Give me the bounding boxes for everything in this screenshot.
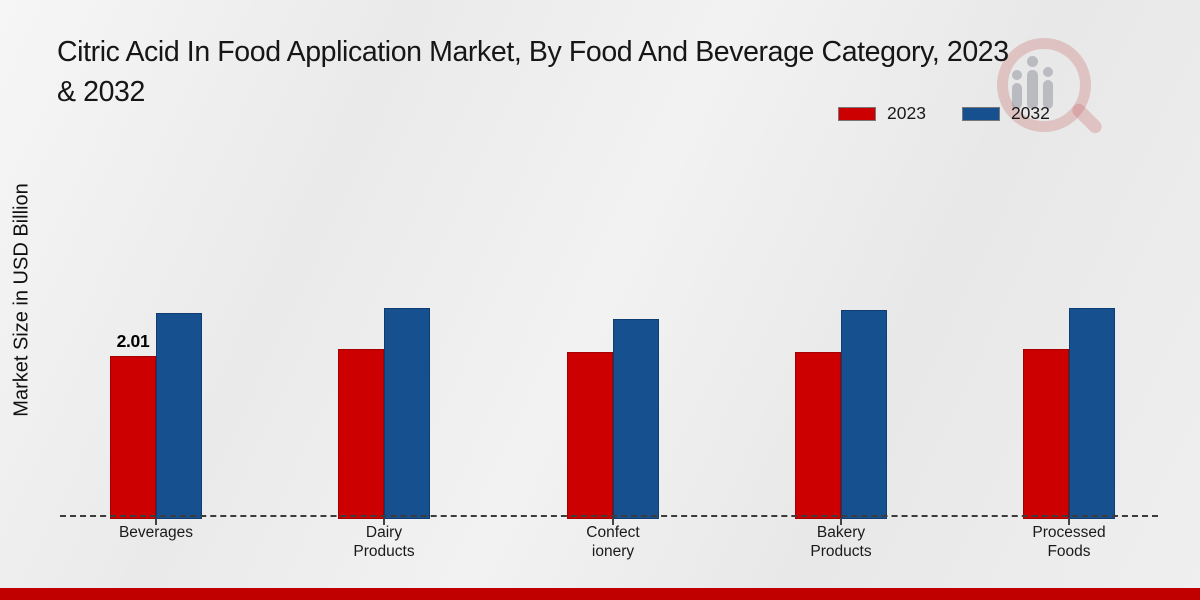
page-title-line2: & 2032: [57, 76, 145, 108]
legend-item-2032: 2032: [961, 103, 1050, 124]
x-category-label: Processed Foods: [1032, 524, 1106, 560]
magnifier-ring-icon: [997, 38, 1091, 132]
logo-bar-icon: [1043, 80, 1053, 109]
x-category-label: Beverages: [118, 524, 194, 541]
x-category-label: Bakery Products: [810, 524, 872, 560]
bar-2032-beverages: [156, 313, 202, 519]
x-axis-baseline: [60, 515, 1158, 517]
logo-dot-icon: [1043, 67, 1053, 77]
x-axis-tick: [1068, 518, 1070, 525]
legend-item-2023: 2023: [838, 103, 926, 124]
bar-2032-processed-foods: [1069, 308, 1115, 519]
legend-swatch: [838, 106, 876, 121]
x-axis-tick: [383, 518, 385, 525]
x-axis-tick: [155, 518, 157, 525]
x-category-label: Confect ionery: [586, 524, 640, 560]
logo-bar-icon: [1027, 70, 1038, 109]
bar-2032-dairy-products: [384, 308, 430, 519]
logo-dot-icon: [1012, 70, 1022, 80]
bar-2023-processed-foods: [1023, 349, 1069, 519]
legend-label: 2023: [887, 103, 926, 123]
page-title: Citric Acid In Food Application Market, …: [57, 32, 1200, 112]
logo-dot-icon: [1027, 56, 1038, 67]
bar-2023-bakery-products: [795, 352, 841, 519]
legend-swatch: [961, 106, 1000, 121]
bar-2032-bakery-products: [841, 310, 887, 519]
y-axis-label: Market Size in USD Billion: [10, 183, 33, 417]
bar-value-label: 2.01: [116, 331, 150, 351]
x-category-label: Dairy Products: [353, 524, 415, 560]
x-axis-tick: [612, 518, 614, 525]
footer-accent-bar: [0, 588, 1200, 600]
bar-2023-dairy-products: [338, 349, 384, 519]
logo-bar-icon: [1012, 83, 1022, 109]
bar-2032-confectionery: [613, 319, 659, 519]
page-title-line1: Citric Acid In Food Application Market, …: [57, 36, 1009, 68]
bar-2023-confectionery: [567, 352, 613, 519]
watermark-logo: [995, 38, 1115, 136]
x-axis-tick: [840, 518, 842, 525]
legend-label: 2032: [1010, 103, 1050, 123]
bar-2023-beverages: [110, 356, 156, 519]
legend: 2023 2032: [838, 103, 1050, 124]
